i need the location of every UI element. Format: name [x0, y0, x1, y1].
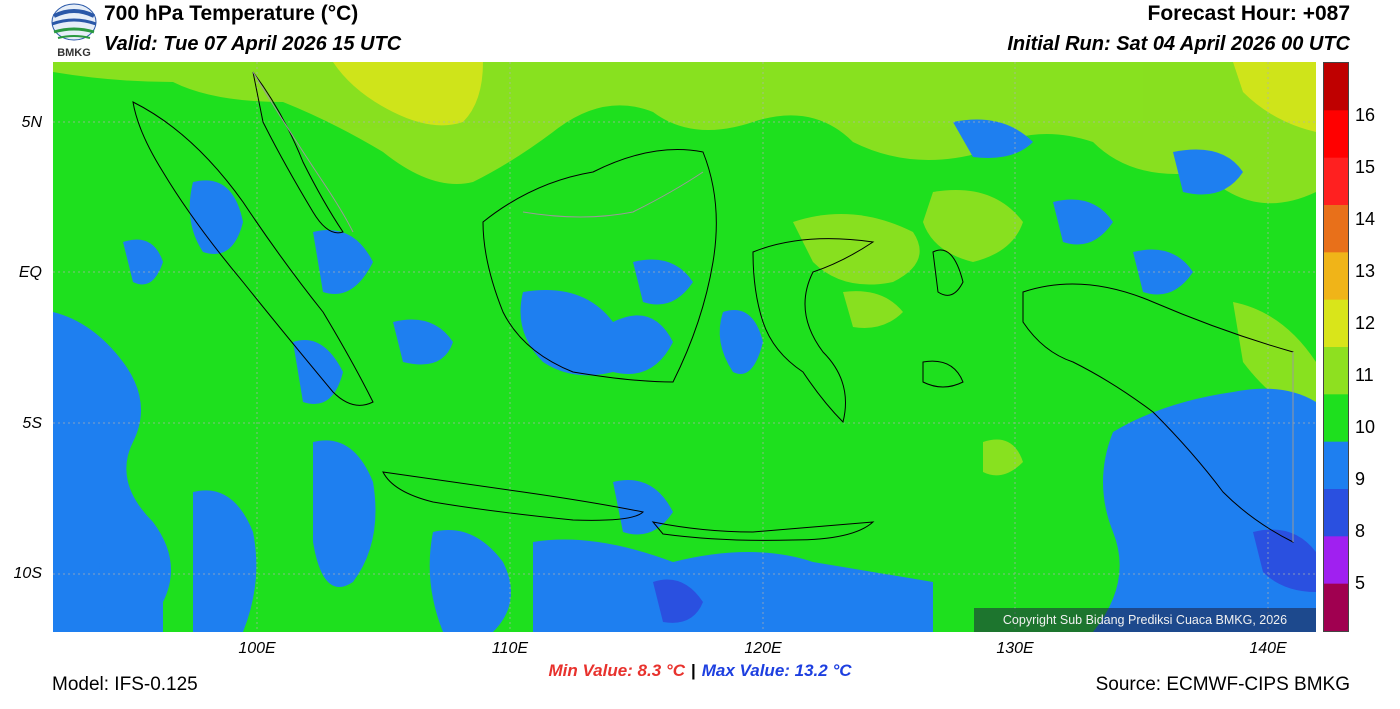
temperature-map — [53, 62, 1316, 632]
bmkg-logo: BMKG — [50, 2, 98, 59]
lon-label-140e: 140E — [1249, 640, 1287, 657]
colorbar-label-10: 10 — [1355, 417, 1376, 437]
initial-run: Initial Run: Sat 04 April 2026 00 UTC — [1007, 33, 1350, 55]
colorbar-svg — [1324, 63, 1348, 632]
map-svg — [53, 62, 1316, 632]
colorbar-label-13: 13 — [1355, 261, 1376, 281]
cold-spots — [653, 529, 1316, 623]
lat-label-5s: 5S — [22, 415, 42, 432]
colorbar-label-5: 5 — [1355, 573, 1366, 593]
colorbar-label-14: 14 — [1355, 209, 1376, 229]
min-value: Min Value: 8.3 °C — [548, 661, 685, 680]
borders — [252, 71, 1294, 542]
colorbar-label-11: 11 — [1355, 365, 1374, 385]
copyright-notice: Copyright Sub Bidang Prediksi Cuaca BMKG… — [974, 608, 1316, 632]
valid-time: Valid: Tue 07 April 2026 15 UTC — [104, 33, 402, 55]
colorbar-label-9: 9 — [1355, 469, 1366, 489]
colorbar-segment — [1324, 489, 1348, 537]
colorbar-segment — [1324, 536, 1348, 585]
lon-label-130e: 130E — [996, 640, 1034, 657]
colorbar-segment — [1324, 252, 1348, 301]
colorbar-label-12: 12 — [1355, 313, 1376, 333]
lon-label-100e: 100E — [238, 640, 276, 657]
lat-label-5n: 5N — [21, 114, 42, 131]
lat-label-eq: EQ — [18, 264, 42, 281]
lon-label-120e: 120E — [744, 640, 782, 657]
model-name: Model: IFS-0.125 — [52, 674, 198, 695]
forecast-hour: Forecast Hour: +087 — [1147, 2, 1351, 25]
coastlines — [132, 71, 1294, 543]
cool-region — [53, 119, 1316, 632]
max-value: Max Value: 13.2 °C — [701, 661, 852, 680]
colorbar-segment — [1324, 583, 1348, 632]
colorbar-segment — [1324, 299, 1348, 348]
data-source: Source: ECMWF-CIPS BMKG — [1095, 674, 1350, 695]
min-max-separator: | — [690, 661, 696, 680]
lon-label-110e: 110E — [491, 640, 529, 657]
lat-label-10s: 10S — [13, 565, 42, 582]
colorbar-segment — [1324, 110, 1348, 159]
logo-text: BMKG — [57, 47, 91, 58]
colorbar-label-15: 15 — [1355, 157, 1376, 177]
colorbar-segment — [1324, 63, 1348, 111]
colorbar-segment — [1324, 441, 1348, 490]
colorbar-segment — [1324, 205, 1348, 253]
warm-region — [53, 62, 1316, 476]
min-max-values: Min Value: 8.3 °C | Max Value: 13.2 °C — [0, 661, 1400, 681]
colorbar-segment — [1324, 347, 1348, 395]
colorbar-segment — [1324, 157, 1348, 206]
colorbar-segment — [1324, 394, 1348, 443]
colorbar — [1323, 62, 1349, 632]
map-title: 700 hPa Temperature (°C) — [104, 2, 359, 25]
colorbar-label-8: 8 — [1355, 521, 1366, 541]
colorbar-label-16: 16 — [1355, 105, 1376, 125]
